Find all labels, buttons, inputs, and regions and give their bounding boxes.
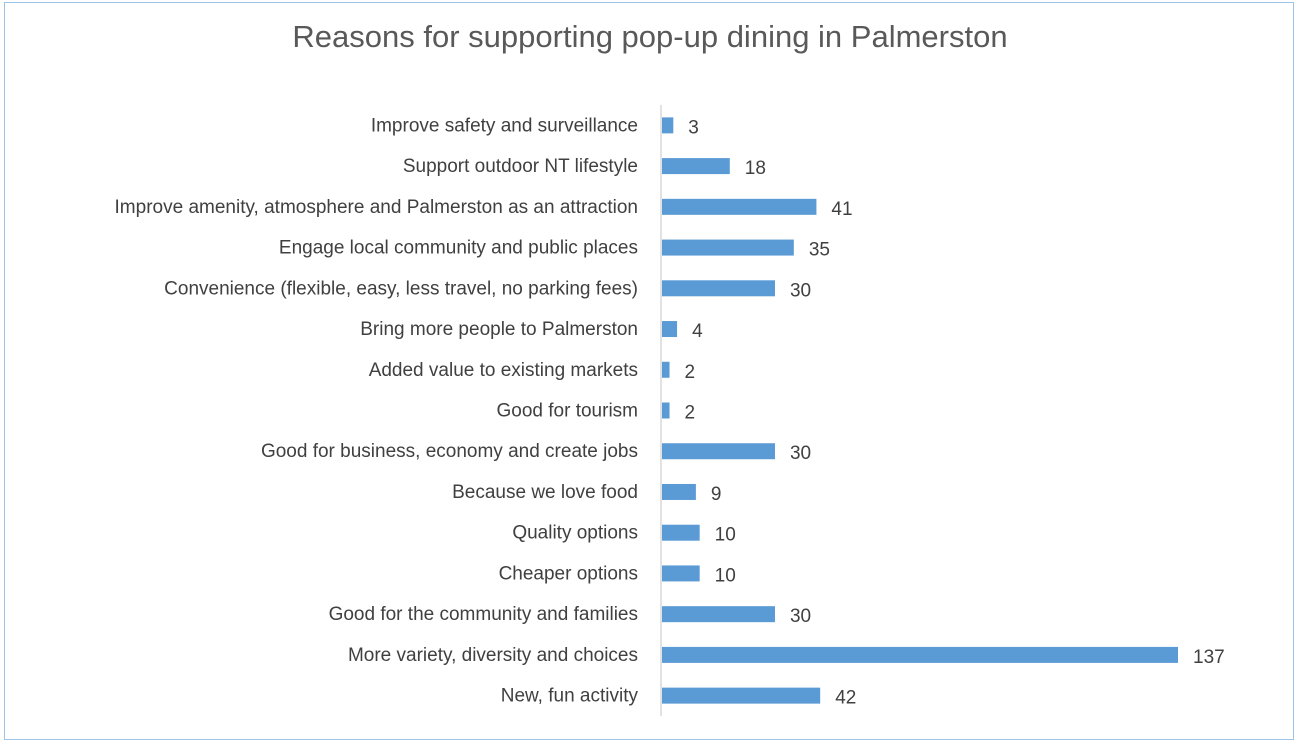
bar: [662, 646, 1178, 663]
category-label: New, fun activity: [501, 686, 639, 707]
category-label: Support outdoor NT lifestyle: [403, 156, 638, 177]
data-label: 10: [715, 525, 736, 546]
chart-title: Reasons for supporting pop-up dining in …: [292, 19, 1008, 54]
category-label: Good for tourism: [497, 401, 639, 422]
category-label: More variety, diversity and choices: [348, 645, 638, 666]
category-label: Improve amenity, atmosphere and Palmerst…: [115, 197, 638, 218]
data-label: 18: [745, 158, 766, 179]
category-label: Good for the community and families: [329, 604, 638, 625]
category-label: Bring more people to Palmerston: [360, 319, 638, 340]
data-label: 35: [809, 240, 830, 261]
data-label: 30: [790, 606, 811, 627]
bar: [662, 687, 821, 704]
data-label: 9: [711, 484, 722, 505]
data-label: 2: [685, 362, 696, 383]
category-label: Added value to existing markets: [369, 360, 638, 381]
category-label: Convenience (flexible, easy, less travel…: [164, 278, 638, 299]
bar: [662, 321, 678, 338]
bar: [662, 361, 670, 378]
bar: [662, 483, 696, 500]
chart-frame: Reasons for supporting pop-up dining in …: [4, 2, 1294, 740]
category-label: Cheaper options: [499, 563, 638, 584]
data-label: 30: [790, 280, 811, 301]
bar: [662, 402, 670, 419]
category-label: Improve safety and surveillance: [371, 115, 638, 136]
bar: [662, 565, 700, 582]
bar: [662, 606, 775, 623]
bar: [662, 443, 775, 460]
category-label: Engage local community and public places: [279, 238, 638, 259]
data-label: 137: [1193, 647, 1225, 668]
data-label: 10: [715, 565, 736, 586]
category-label: Because we love food: [452, 482, 638, 503]
category-label: Quality options: [512, 523, 638, 544]
bar: [662, 198, 817, 215]
bar: [662, 117, 674, 134]
bar: [662, 524, 700, 541]
data-label: 41: [831, 199, 852, 220]
data-label: 3: [688, 117, 699, 138]
data-label: 2: [685, 403, 696, 424]
bar: [662, 280, 775, 297]
bar: [662, 239, 794, 256]
data-label: 42: [835, 688, 856, 709]
bar: [662, 158, 730, 175]
category-label: Good for business, economy and create jo…: [261, 441, 638, 462]
data-label: 4: [692, 321, 703, 342]
data-label: 30: [790, 443, 811, 464]
